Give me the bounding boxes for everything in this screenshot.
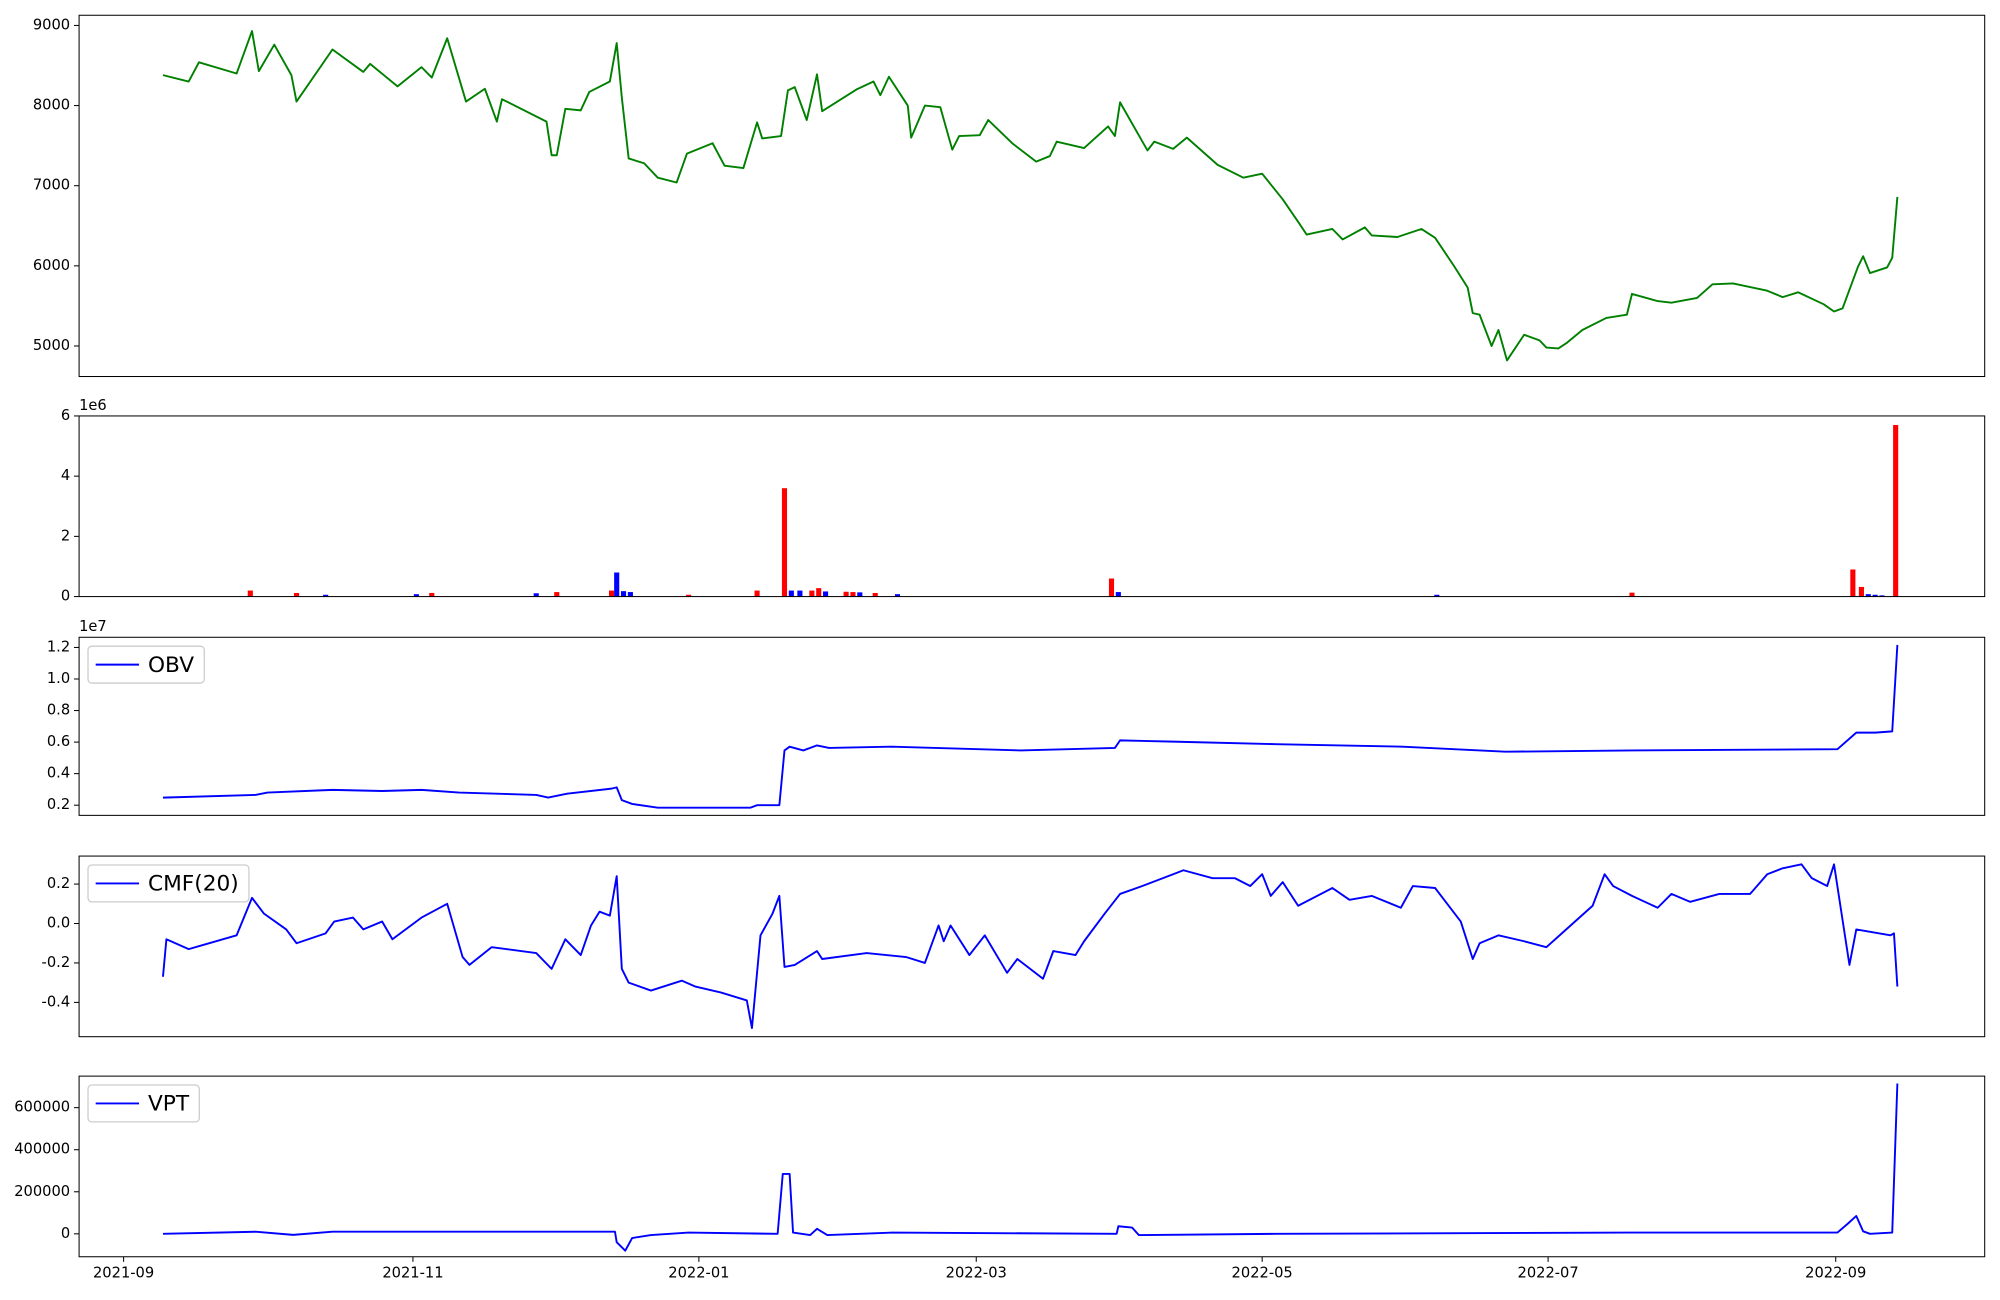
bar xyxy=(1629,592,1635,597)
bar xyxy=(413,594,419,597)
legend-label: VPT xyxy=(148,1092,190,1117)
bar xyxy=(1893,424,1899,597)
bar xyxy=(823,591,829,597)
axes-frame xyxy=(78,14,1986,378)
legend-box xyxy=(87,1084,200,1123)
bar xyxy=(620,591,627,597)
y-tick-label: 0 xyxy=(61,588,70,605)
bar xyxy=(627,592,633,597)
y-tick-label: 7000 xyxy=(33,177,70,194)
bar xyxy=(843,591,849,597)
y-tick-label: 200000 xyxy=(14,1183,70,1200)
bar xyxy=(1858,586,1864,597)
line xyxy=(162,644,1899,809)
bar xyxy=(533,593,539,597)
bar xyxy=(429,592,435,597)
y-tick-label: 6 xyxy=(61,407,70,424)
bar xyxy=(686,594,692,597)
axes-frame xyxy=(78,636,1986,816)
legend-box xyxy=(87,864,250,903)
bar xyxy=(850,592,856,597)
y-tick-label: 2 xyxy=(61,527,70,544)
legend-label: OBV xyxy=(148,653,194,678)
line xyxy=(162,1083,1899,1252)
x-tick-label: 2021-11 xyxy=(382,1264,443,1281)
y-offset-label: 1e7 xyxy=(79,618,107,635)
y-tick-label: 600000 xyxy=(14,1099,70,1116)
bar xyxy=(809,590,815,597)
bar xyxy=(1850,569,1856,597)
bar xyxy=(614,572,620,597)
bar xyxy=(609,590,615,597)
x-tick-label: 2022-03 xyxy=(946,1264,1007,1281)
x-tick-label: 2022-05 xyxy=(1232,1264,1293,1281)
bar xyxy=(554,592,560,597)
bar xyxy=(1115,592,1121,597)
bar xyxy=(247,590,253,597)
x-tick-label: 2022-09 xyxy=(1805,1264,1866,1281)
y-tick-label: 9000 xyxy=(33,16,70,33)
bar xyxy=(1879,595,1885,597)
line xyxy=(162,30,1899,362)
axes-frame xyxy=(78,855,1986,1038)
bar xyxy=(1872,594,1878,597)
y-tick-label: 1.2 xyxy=(47,638,70,655)
y-tick-label: 400000 xyxy=(14,1141,70,1158)
legend-box xyxy=(87,645,205,684)
bar xyxy=(797,590,803,597)
y-tick-label: 8000 xyxy=(33,97,70,114)
x-tick-label: 2022-07 xyxy=(1518,1264,1579,1281)
axes-frame xyxy=(78,415,1986,598)
y-tick-label: 1.0 xyxy=(47,670,70,687)
x-tick-label: 2022-01 xyxy=(668,1264,729,1281)
y-tick-label: 0.0 xyxy=(47,915,70,932)
bar xyxy=(816,588,822,597)
bar xyxy=(894,594,901,597)
bar xyxy=(293,592,300,597)
bar xyxy=(872,592,878,597)
axes-frame xyxy=(78,1075,1986,1258)
y-tick-label: 0.2 xyxy=(47,875,70,892)
y-tick-label: 0.8 xyxy=(47,702,70,719)
y-tick-label: -0.2 xyxy=(42,954,71,971)
bar xyxy=(1865,594,1871,597)
x-tick-label: 2021-09 xyxy=(93,1264,154,1281)
bar xyxy=(323,594,329,597)
y-offset-label: 1e6 xyxy=(79,397,107,414)
y-tick-label: 0.6 xyxy=(47,733,70,750)
y-tick-label: 0.2 xyxy=(47,796,70,813)
line xyxy=(162,863,1899,1029)
bar xyxy=(1108,578,1115,597)
bar xyxy=(781,488,788,597)
y-tick-label: 4 xyxy=(61,467,70,484)
bar xyxy=(788,590,794,597)
y-tick-label: 6000 xyxy=(33,257,70,274)
bar xyxy=(754,590,760,597)
y-tick-label: 5000 xyxy=(33,337,70,354)
legend-label: CMF(20) xyxy=(148,872,239,897)
bar xyxy=(857,592,863,597)
y-tick-label: 0.4 xyxy=(47,765,70,782)
y-tick-label: 0 xyxy=(61,1225,70,1242)
y-tick-label: -0.4 xyxy=(42,993,71,1010)
bar xyxy=(1434,594,1440,597)
